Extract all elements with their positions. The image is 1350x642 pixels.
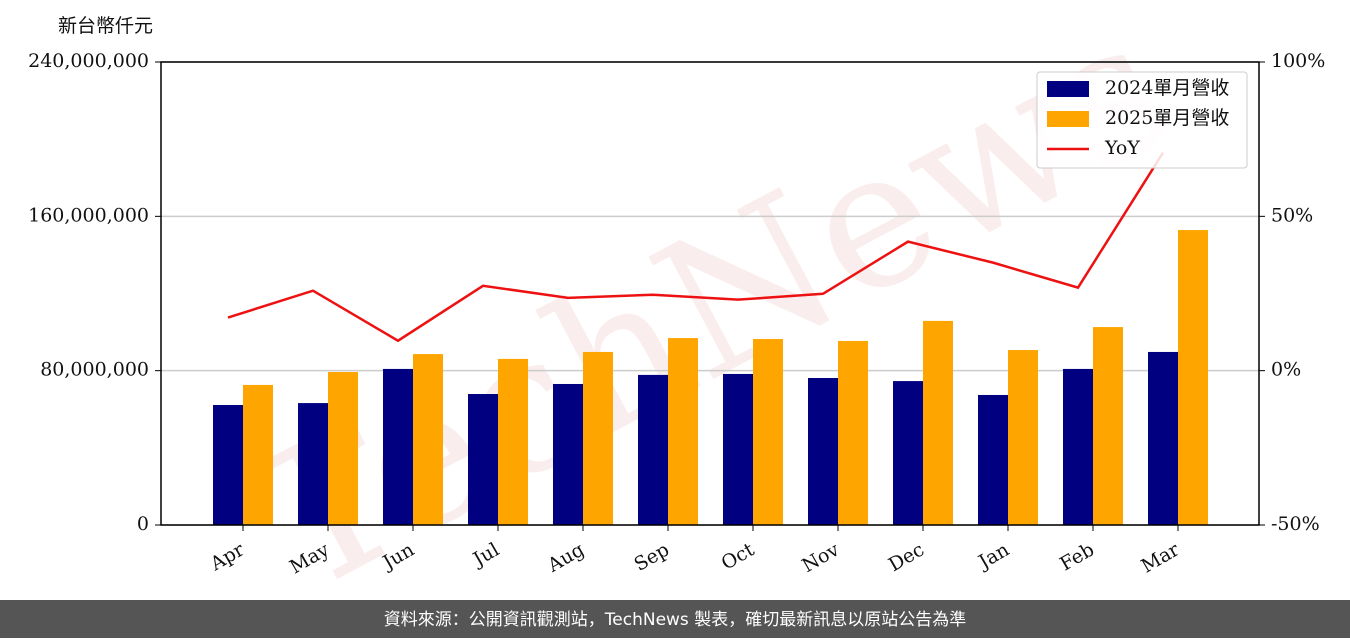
y2-tick-label: 0% <box>1271 359 1301 381</box>
bar <box>638 374 668 525</box>
legend-swatch <box>1047 111 1089 127</box>
bar <box>213 405 243 525</box>
bar <box>668 338 698 525</box>
y-tick-label: 80,000,000 <box>40 359 149 381</box>
legend-label: YoY <box>1104 137 1140 159</box>
source-note: 資料來源：公開資訊觀測站，TechNews 製表，確切最新訊息以原站公告為準 <box>384 610 966 630</box>
legend-label: 2025單月營收 <box>1105 107 1229 129</box>
x-tick-label: Dec <box>885 539 928 577</box>
x-tick-label: Apr <box>206 538 249 575</box>
bar <box>1148 351 1178 525</box>
y-tick-label: 160,000,000 <box>28 204 149 226</box>
bar <box>1178 230 1208 526</box>
y2-tick-label: 100% <box>1271 50 1325 72</box>
x-tick-label: Aug <box>543 539 588 578</box>
bar <box>923 320 953 525</box>
y-tick-label: 240,000,000 <box>28 50 149 72</box>
bar <box>383 368 413 525</box>
bar <box>1008 350 1038 525</box>
bar <box>753 339 783 525</box>
legend-box <box>1036 71 1248 169</box>
bar <box>893 381 923 525</box>
x-tick-label: Jan <box>973 539 1013 575</box>
y-tick-label: 0 <box>137 513 149 535</box>
x-tick-label: Sep <box>630 539 673 576</box>
bar <box>328 372 358 525</box>
bar <box>413 354 443 525</box>
bar <box>498 358 528 525</box>
x-tick-label: Oct <box>718 538 759 574</box>
y2-tick-label: 50% <box>1271 204 1313 226</box>
bar <box>723 373 753 525</box>
bar <box>1093 327 1123 525</box>
bar <box>1063 368 1093 525</box>
y-axis-label: 新台幣仟元 <box>58 15 153 37</box>
line <box>227 152 1165 343</box>
plot-frame <box>160 61 1260 526</box>
bar <box>808 377 838 525</box>
legend-swatch <box>1047 81 1089 97</box>
bar <box>838 340 868 525</box>
bar <box>468 394 498 525</box>
legend-label: 2024單月營收 <box>1105 77 1229 99</box>
bar <box>978 394 1008 525</box>
x-tick-label: Mar <box>1137 538 1183 577</box>
bar <box>298 403 328 525</box>
x-tick-label: Feb <box>1056 539 1098 576</box>
bar <box>583 351 613 525</box>
y2-tick-label: -50% <box>1271 513 1320 535</box>
bar <box>553 383 583 525</box>
bar <box>243 384 273 525</box>
x-tick-label: Nov <box>798 538 843 577</box>
footer-band <box>0 600 1350 638</box>
